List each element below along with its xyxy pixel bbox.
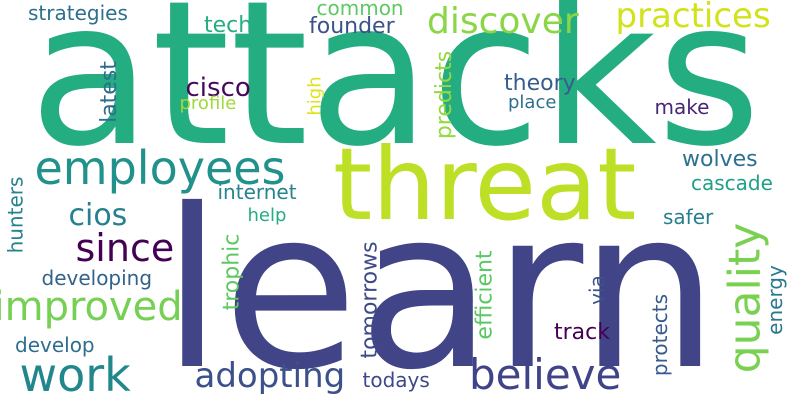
word-efficient: efficient	[472, 250, 498, 340]
word-common: common	[316, 0, 404, 20]
word-help: help	[247, 205, 287, 226]
word-cascade: cascade	[691, 171, 773, 195]
word-learn: learn	[161, 162, 719, 400]
word-practices: practices	[615, 0, 771, 36]
word-wolves: wolves	[682, 147, 758, 172]
word-tech: tech	[204, 13, 253, 38]
word-high: high	[304, 76, 326, 116]
word-safer: safer	[663, 205, 714, 229]
word-improved: improved	[0, 284, 183, 330]
word-develop: develop	[15, 333, 95, 357]
word-employees: employees	[34, 141, 286, 195]
word-quality: quality	[718, 222, 770, 374]
word-discover: discover	[427, 1, 579, 42]
word-developing: developing	[41, 266, 153, 290]
word-attacks: attacks	[29, 0, 761, 191]
word-internet: internet	[217, 180, 297, 204]
word-adopting: adopting	[194, 356, 346, 396]
word-strategies: strategies	[28, 1, 128, 25]
word-threat: threat	[333, 126, 637, 243]
word-predicts: predicts	[432, 50, 458, 140]
word-trophic: trophic	[218, 233, 244, 311]
word-profile: profile	[179, 93, 237, 114]
word-hunters: hunters	[2, 176, 27, 254]
word-cios: cios	[68, 198, 128, 233]
word-todays: todays	[362, 368, 430, 392]
word-energy: energy	[762, 265, 787, 335]
word-believe: believe	[469, 350, 622, 399]
word-work: work	[19, 348, 131, 400]
word-founder: founder	[309, 14, 395, 39]
word-place: place	[508, 92, 557, 113]
word-via: via	[584, 275, 609, 305]
word-tomorrows: tomorrows	[357, 241, 383, 359]
word-track: track	[554, 320, 610, 345]
word-latest: latest	[96, 61, 122, 123]
word-make: make	[654, 95, 710, 119]
word-theory: theory	[504, 71, 576, 96]
word-protects: protects	[648, 293, 673, 377]
word-cisco: cisco	[185, 73, 251, 103]
word-since: since	[75, 226, 175, 270]
